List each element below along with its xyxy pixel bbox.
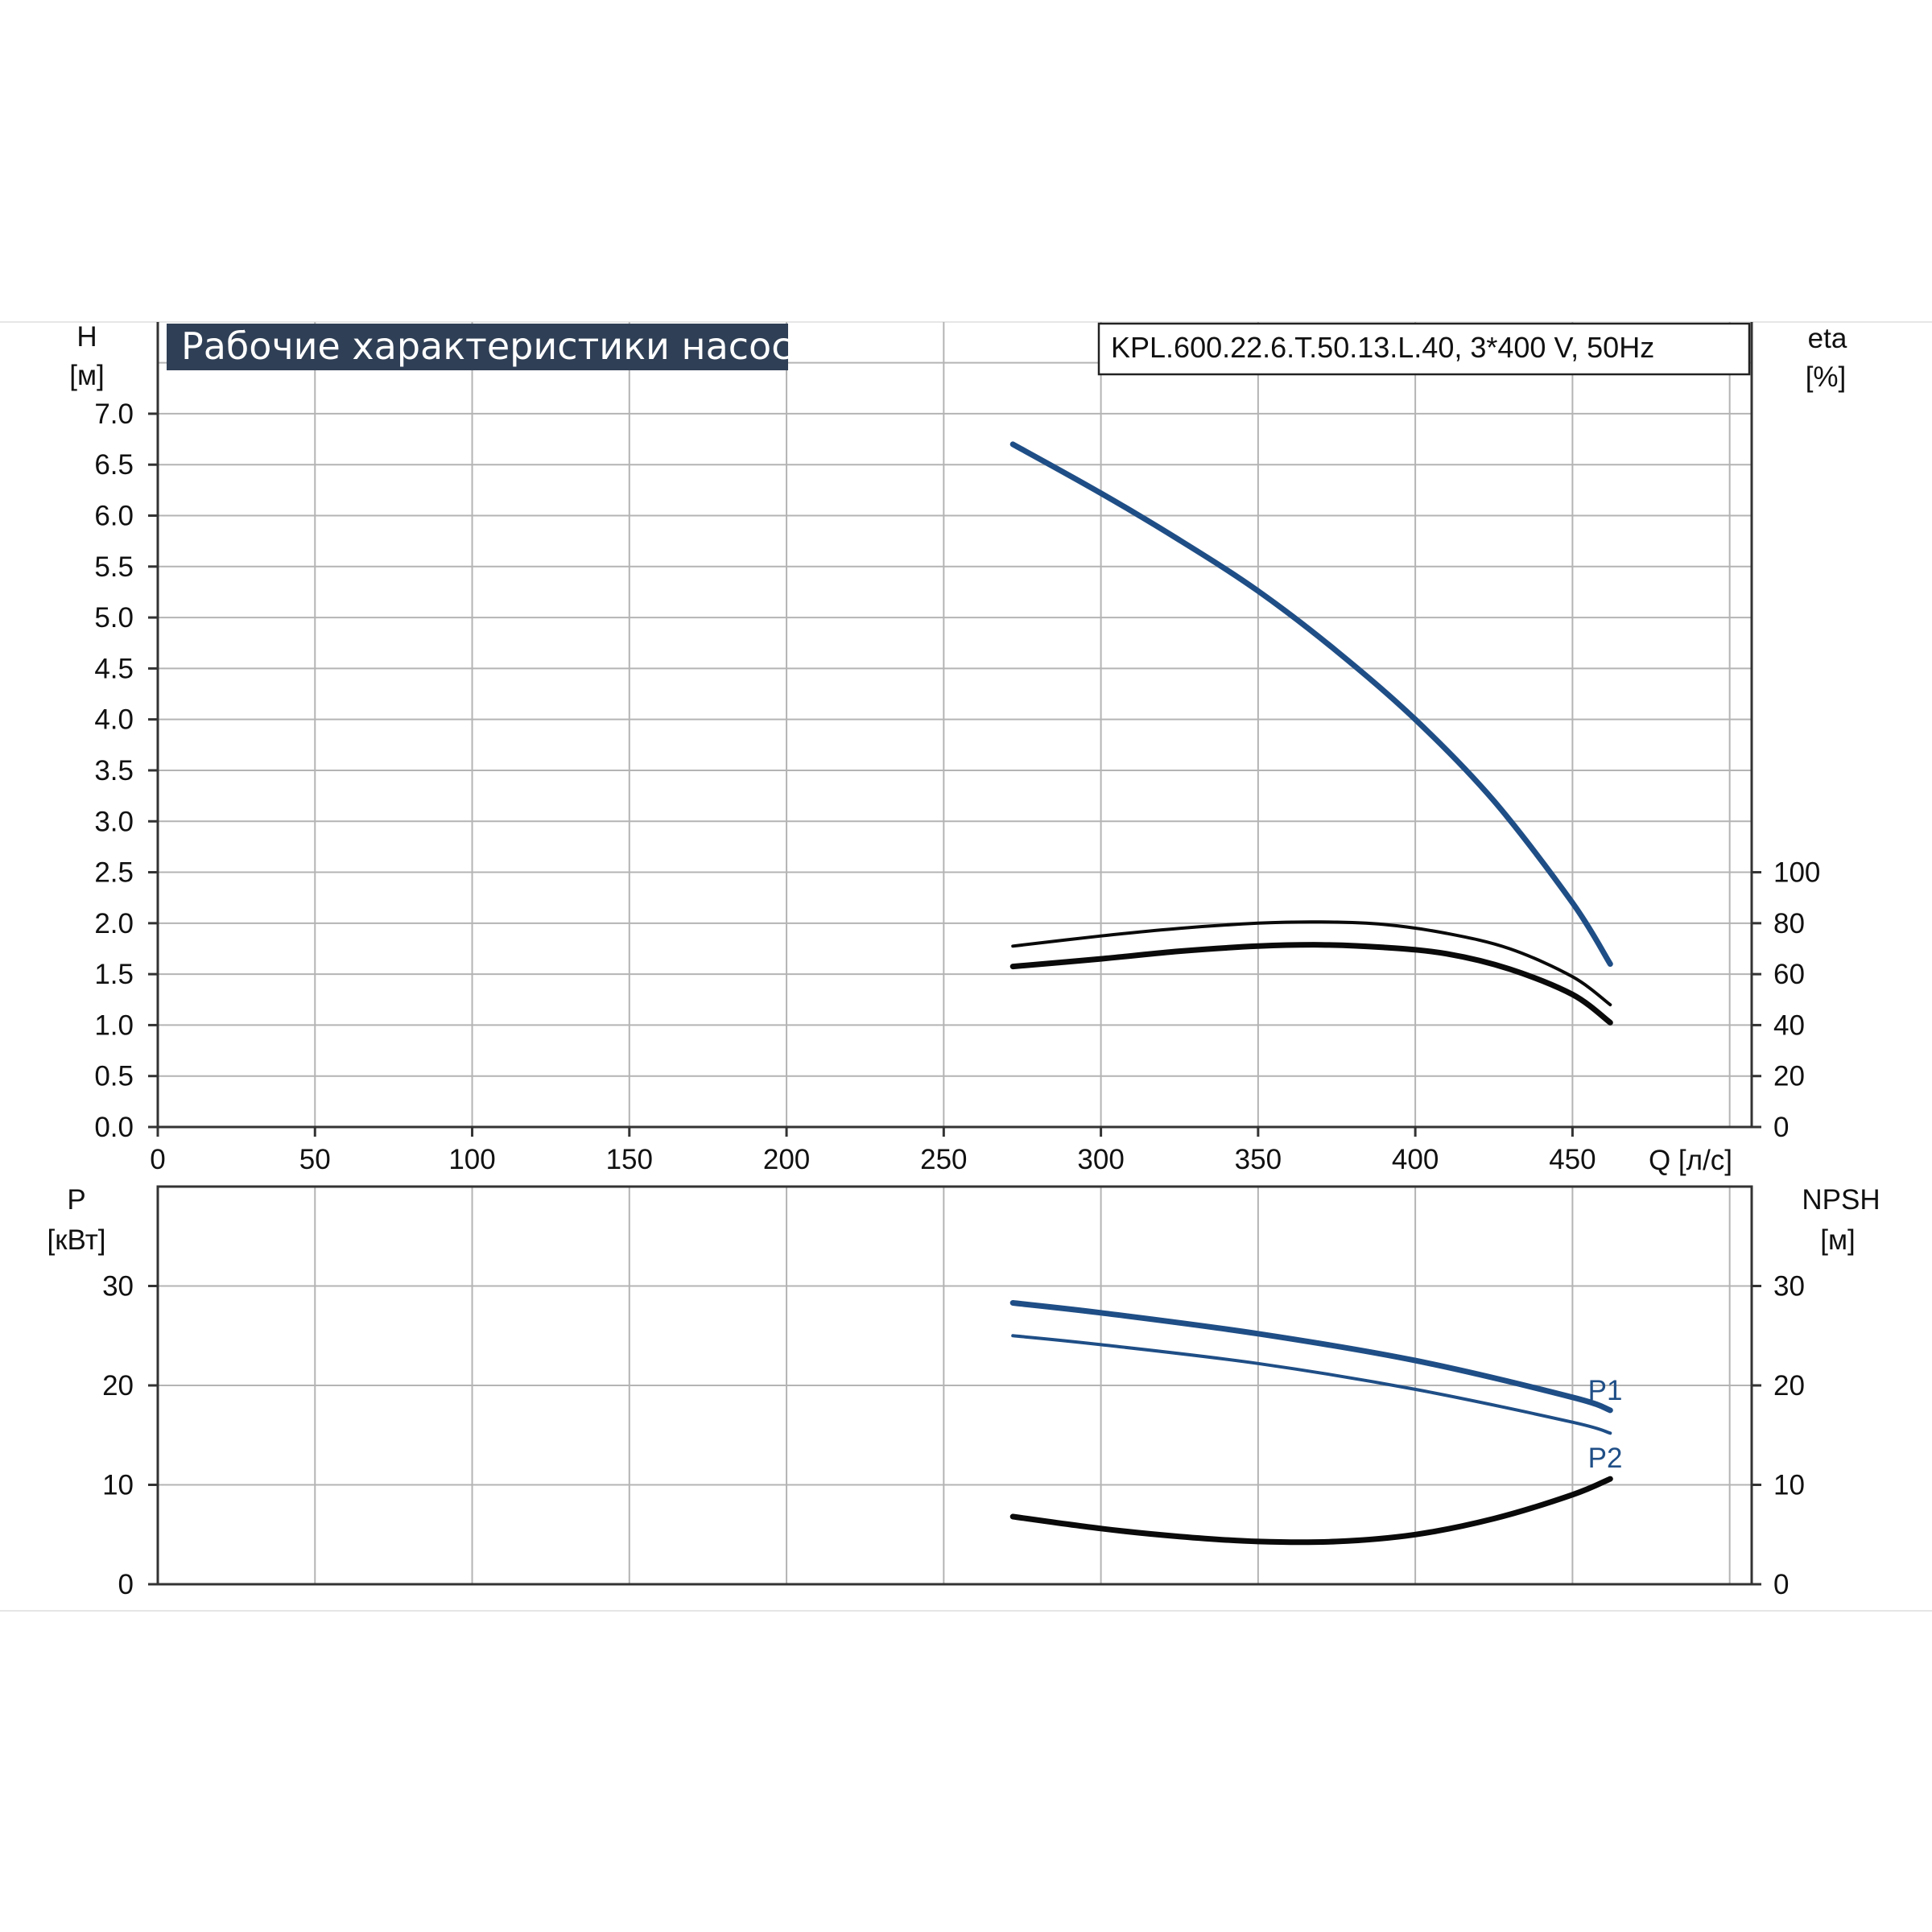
x-tick-label: 350 <box>1235 1144 1282 1175</box>
y2-tick-label: 0 <box>1773 1112 1789 1143</box>
y-axis-label-p: P <box>67 1184 85 1216</box>
power-curve-p2 <box>1011 1334 1612 1435</box>
x-tick-label: 300 <box>1077 1144 1124 1175</box>
efficiency-curve-upper <box>1011 920 1612 1007</box>
y-axis-unit-h: [м] <box>69 360 105 391</box>
x-tick-label: 150 <box>606 1144 653 1175</box>
title-box <box>167 324 788 370</box>
bottom-chart-series <box>1009 1300 1613 1546</box>
top-chart-series <box>1009 441 1613 1026</box>
y-tick-label: 1.0 <box>94 1009 134 1041</box>
bottom-chart-ticks: 0 10 20 30 0 10 20 30 <box>102 1271 1805 1601</box>
head-curve-h <box>1009 441 1613 967</box>
x-tick-label: 400 <box>1392 1144 1439 1175</box>
y-tick-label: 6.0 <box>94 501 134 532</box>
y2-tick-label: 20 <box>1773 1061 1805 1092</box>
y-tick-label: 1.5 <box>94 959 134 990</box>
x-tick-label: 250 <box>920 1144 967 1175</box>
y-tick-label: 6.5 <box>94 449 134 481</box>
y-tick-label: 3.5 <box>94 755 134 786</box>
series-label-p2: P2 <box>1588 1443 1623 1474</box>
y2-tick-label: 60 <box>1773 959 1805 990</box>
bottom-chart-grid <box>158 1187 1752 1584</box>
y2-tick-label: 100 <box>1773 857 1820 889</box>
y2-tick-label: 80 <box>1773 908 1805 939</box>
y-axis-label-h: H <box>76 321 97 353</box>
y2-tick-label: 40 <box>1773 1009 1805 1041</box>
model-box <box>1097 322 1751 376</box>
y-tick-label: 4.0 <box>94 704 134 736</box>
p-tick-label: 30 <box>102 1271 134 1302</box>
top-chart-ticks: 0.0 0.5 1.0 1.5 2.0 2.5 3.0 3.5 4.0 4.5 5.0 5.5 6.0 6… <box>94 398 1820 1175</box>
y-tick-label: 5.0 <box>94 602 134 634</box>
top-chart-grid <box>158 322 1752 1127</box>
power-curve-p1 <box>1009 1300 1613 1414</box>
y-tick-label: 2.0 <box>94 908 134 939</box>
x-tick-label: 50 <box>299 1144 331 1175</box>
y2-axis-unit-npsh: [м] <box>1820 1224 1856 1256</box>
p-tick-label: 20 <box>102 1370 134 1402</box>
y2-axis-label-npsh: NPSH <box>1802 1184 1880 1216</box>
y-axis-unit-p: [кВт] <box>47 1224 106 1256</box>
npsh-tick-label: 20 <box>1773 1370 1805 1402</box>
y-tick-label: 3.0 <box>94 806 134 837</box>
efficiency-curve-lower <box>1009 942 1613 1026</box>
x-tick-label: 200 <box>763 1144 810 1175</box>
npsh-curve <box>1009 1476 1613 1546</box>
y-tick-label: 0.0 <box>94 1112 134 1143</box>
p-tick-label: 10 <box>102 1470 134 1501</box>
y2-axis-unit-eta: [%] <box>1806 361 1847 393</box>
model-label: KPL.600.22.6.T.50.13.L.40, 3*400 V, 50Hz <box>1111 331 1654 364</box>
y2-axis-label-eta: eta <box>1808 323 1847 354</box>
x-axis-label-q: Q [л/с] <box>1649 1145 1732 1176</box>
npsh-tick-label: 10 <box>1773 1470 1805 1501</box>
npsh-tick-label: 0 <box>1773 1569 1789 1600</box>
y-tick-label: 7.0 <box>94 398 134 430</box>
npsh-tick-label: 30 <box>1773 1271 1805 1302</box>
x-tick-label: 0 <box>150 1144 165 1175</box>
series-label-p1: P1 <box>1588 1375 1623 1406</box>
top-chart-frame <box>156 322 1753 1129</box>
y-tick-label: 0.5 <box>94 1061 134 1092</box>
p-tick-label: 0 <box>118 1569 134 1600</box>
y-tick-label: 5.5 <box>94 551 134 583</box>
y-tick-label: 2.5 <box>94 857 134 889</box>
y-tick-label: 4.5 <box>94 653 134 684</box>
chart-title: Рабочие характеристики насоса <box>181 324 815 368</box>
x-tick-label: 100 <box>448 1144 495 1175</box>
x-tick-label: 450 <box>1549 1144 1596 1175</box>
